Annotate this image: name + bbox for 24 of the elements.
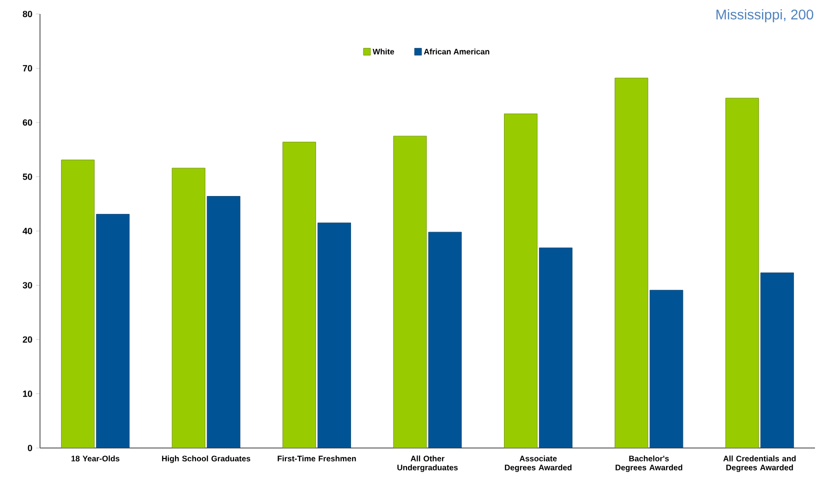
chart-title: Mississippi, 200 [716,9,814,22]
bar [61,160,95,448]
bar [172,168,206,448]
y-tick-label: 80 [22,10,32,18]
bar [206,196,240,448]
bar [282,142,316,448]
y-tick-label: 70 [22,65,32,72]
bar [760,272,794,448]
y-tick-label: 20 [22,336,32,343]
y-tick-label: 0 [28,444,32,452]
bar [650,290,684,448]
y-tick-label: 60 [22,119,32,126]
bar [428,232,462,448]
bar [96,214,130,448]
bar [504,114,538,448]
bar [318,222,351,448]
bar [539,248,572,448]
y-tick-label: 30 [22,282,32,288]
y-tick-label: 10 [23,390,32,397]
bar [725,98,759,448]
bar [614,78,648,448]
y-tick-label: 50 [22,174,32,180]
bar [393,136,427,448]
y-tick-label: 40 [22,228,32,234]
